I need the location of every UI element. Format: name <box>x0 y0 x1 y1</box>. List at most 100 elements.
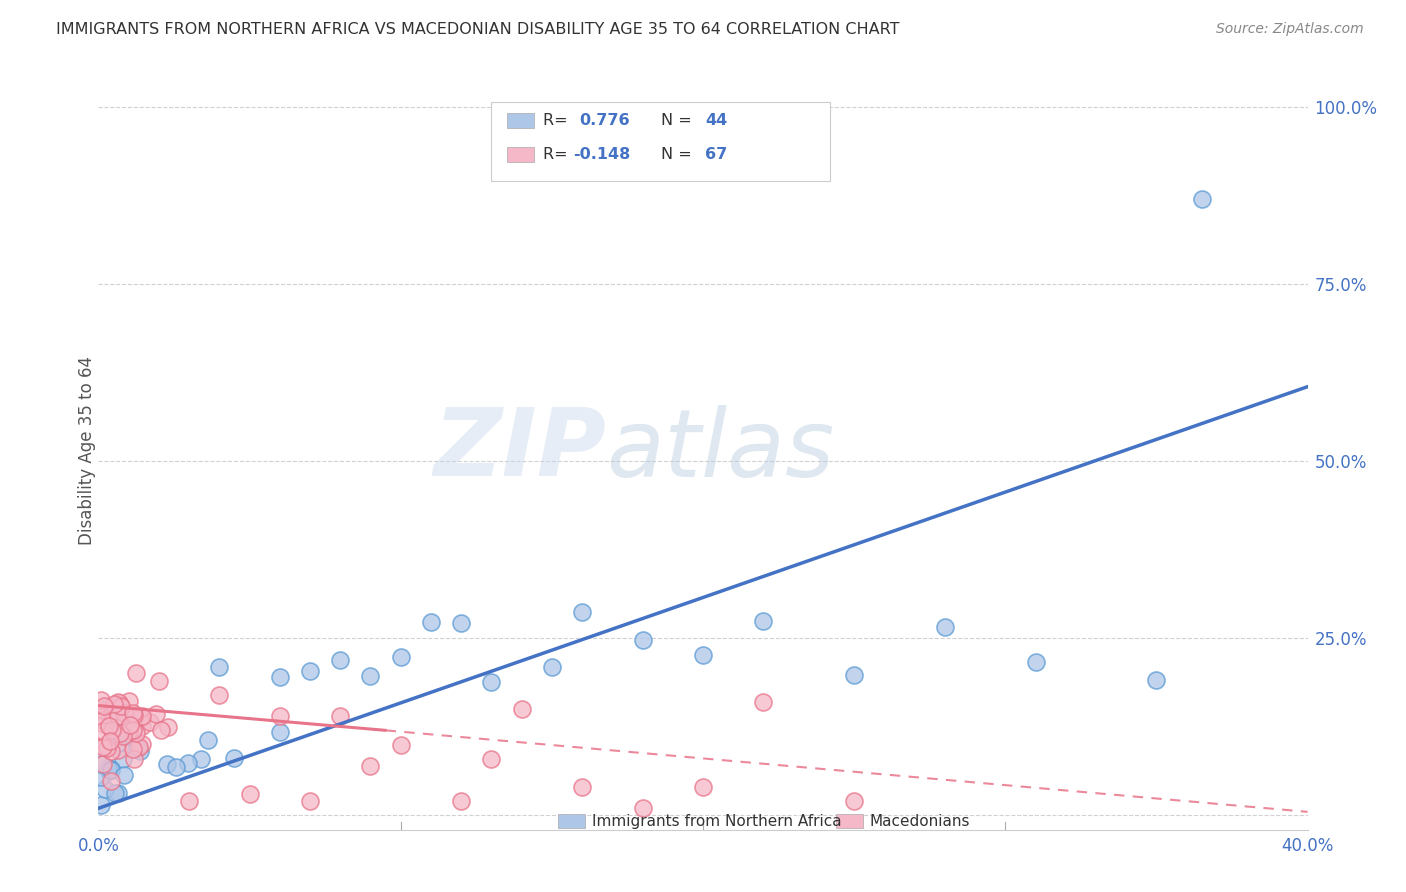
Point <box>131 737 153 751</box>
Point <box>165 759 187 773</box>
FancyBboxPatch shape <box>508 147 534 162</box>
Point <box>934 620 956 634</box>
Point <box>692 648 714 663</box>
Point <box>122 752 145 766</box>
Point <box>121 723 143 737</box>
Text: atlas: atlas <box>606 405 835 496</box>
FancyBboxPatch shape <box>508 113 534 128</box>
Point <box>93 757 115 772</box>
Point <box>844 794 866 808</box>
Point <box>752 614 775 628</box>
Point <box>108 696 131 710</box>
Point <box>481 674 503 689</box>
Point <box>692 780 714 794</box>
Point <box>1191 192 1213 206</box>
Point <box>1144 673 1167 687</box>
Point <box>844 668 866 682</box>
Point <box>111 751 134 765</box>
Point <box>156 720 179 734</box>
Text: N =: N = <box>661 147 696 162</box>
Point <box>118 718 141 732</box>
Point <box>103 706 125 721</box>
Point <box>269 709 291 723</box>
Point <box>103 697 125 711</box>
Point <box>91 739 114 753</box>
Point <box>97 761 120 775</box>
Text: R=: R= <box>543 147 574 162</box>
Point <box>125 666 148 681</box>
Point <box>98 733 121 747</box>
Point <box>90 702 112 716</box>
Point <box>179 794 201 808</box>
Point <box>571 605 593 619</box>
Point <box>114 706 136 720</box>
Point <box>510 702 533 716</box>
Point <box>122 706 145 720</box>
Text: Macedonians: Macedonians <box>870 814 970 829</box>
Point <box>100 774 122 789</box>
Point <box>148 673 170 688</box>
Point <box>450 616 472 631</box>
Point <box>224 750 246 764</box>
Point <box>91 723 114 738</box>
Text: N =: N = <box>661 113 696 128</box>
Point <box>128 740 150 755</box>
Point <box>197 733 219 747</box>
FancyBboxPatch shape <box>492 102 830 181</box>
Point <box>299 664 322 678</box>
Point <box>90 770 112 784</box>
Point <box>118 724 141 739</box>
Point <box>107 695 129 709</box>
Text: R=: R= <box>543 113 574 128</box>
Point <box>107 742 129 756</box>
Point <box>571 780 593 794</box>
Y-axis label: Disability Age 35 to 64: Disability Age 35 to 64 <box>79 356 96 545</box>
Point <box>420 615 443 630</box>
Point <box>131 710 153 724</box>
Point <box>389 649 412 664</box>
Point <box>103 728 125 742</box>
Point <box>208 688 231 702</box>
Point <box>1024 655 1046 669</box>
Point <box>91 714 114 728</box>
Text: -0.148: -0.148 <box>574 147 631 162</box>
Point <box>149 723 172 737</box>
Text: ZIP: ZIP <box>433 404 606 497</box>
Point <box>125 726 148 740</box>
Point <box>93 699 115 714</box>
Point <box>110 700 132 714</box>
Point <box>112 768 135 782</box>
Point <box>100 744 122 758</box>
Point <box>450 794 472 808</box>
Point <box>112 717 135 731</box>
FancyBboxPatch shape <box>558 814 585 828</box>
Point <box>110 698 132 713</box>
Point <box>98 719 121 733</box>
Point <box>239 787 262 801</box>
Point <box>122 741 145 756</box>
Point <box>145 707 167 722</box>
Point <box>360 759 382 773</box>
Point <box>269 725 291 739</box>
Point <box>91 703 114 717</box>
Point <box>98 764 121 779</box>
Text: 0.776: 0.776 <box>579 113 630 128</box>
Point <box>389 738 412 752</box>
Point <box>94 782 117 797</box>
Point <box>631 632 654 647</box>
Point <box>540 660 562 674</box>
Point <box>631 801 654 815</box>
Point <box>107 709 129 723</box>
Point <box>177 756 200 771</box>
Point <box>90 797 112 812</box>
Point <box>104 724 127 739</box>
Point <box>104 786 127 800</box>
Text: 44: 44 <box>706 113 728 128</box>
Text: Source: ZipAtlas.com: Source: ZipAtlas.com <box>1216 22 1364 37</box>
Point <box>91 739 114 754</box>
Point <box>131 719 153 733</box>
Point <box>107 705 129 719</box>
Point <box>208 659 231 673</box>
Point <box>108 726 131 740</box>
Point <box>156 756 179 771</box>
